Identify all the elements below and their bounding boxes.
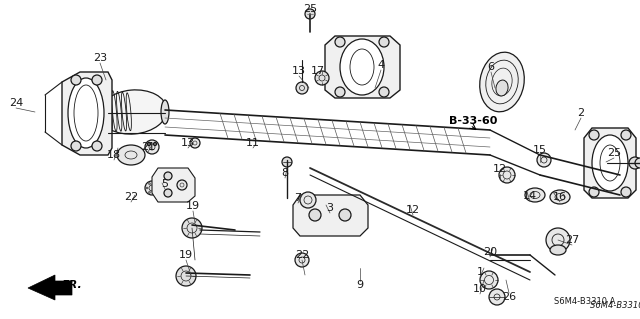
Circle shape — [589, 130, 599, 140]
Circle shape — [339, 209, 351, 221]
Circle shape — [148, 183, 150, 185]
Circle shape — [489, 289, 505, 305]
Circle shape — [146, 187, 148, 189]
Text: 12: 12 — [406, 205, 420, 215]
Circle shape — [282, 157, 292, 167]
Circle shape — [335, 37, 345, 47]
Text: 10: 10 — [473, 284, 487, 294]
Text: 26: 26 — [502, 292, 516, 302]
Ellipse shape — [550, 245, 566, 255]
Circle shape — [177, 180, 187, 190]
Ellipse shape — [480, 52, 524, 112]
Ellipse shape — [592, 135, 628, 191]
Circle shape — [379, 37, 389, 47]
Text: 22: 22 — [295, 250, 309, 260]
Text: 20: 20 — [483, 247, 497, 257]
Circle shape — [92, 141, 102, 151]
Text: 7: 7 — [294, 193, 301, 203]
Circle shape — [71, 75, 81, 85]
Text: 11: 11 — [246, 138, 260, 148]
Text: 18: 18 — [107, 150, 121, 160]
Polygon shape — [62, 72, 112, 155]
Text: 4: 4 — [378, 60, 385, 70]
Circle shape — [190, 138, 200, 148]
Circle shape — [71, 141, 81, 151]
Ellipse shape — [340, 39, 384, 95]
Ellipse shape — [161, 100, 169, 124]
Text: 9: 9 — [356, 280, 364, 290]
Text: 3: 3 — [326, 203, 333, 213]
Text: 2: 2 — [577, 108, 584, 118]
Circle shape — [546, 228, 570, 252]
Circle shape — [154, 143, 157, 145]
Circle shape — [635, 158, 640, 168]
Text: S6M4-B3310 A: S6M4-B3310 A — [590, 301, 640, 310]
Text: 25: 25 — [607, 148, 621, 158]
Text: 24: 24 — [9, 98, 23, 108]
Ellipse shape — [550, 190, 570, 204]
Text: 12: 12 — [493, 164, 507, 174]
Circle shape — [296, 82, 308, 94]
Circle shape — [300, 192, 316, 208]
Ellipse shape — [96, 98, 104, 122]
Circle shape — [147, 143, 150, 145]
Ellipse shape — [525, 188, 545, 202]
Text: 6: 6 — [488, 62, 495, 72]
Circle shape — [315, 71, 329, 85]
Polygon shape — [584, 128, 636, 198]
Text: 1: 1 — [477, 267, 483, 277]
Circle shape — [295, 253, 309, 267]
Circle shape — [92, 75, 102, 85]
Circle shape — [499, 167, 515, 183]
Text: 15: 15 — [533, 145, 547, 155]
Circle shape — [145, 140, 159, 154]
Circle shape — [305, 9, 315, 19]
Text: 23: 23 — [93, 53, 107, 63]
Text: B-33-60: B-33-60 — [449, 116, 497, 126]
Text: 13: 13 — [292, 66, 306, 76]
Text: 8: 8 — [282, 168, 289, 178]
Text: 22: 22 — [124, 192, 138, 202]
Polygon shape — [152, 168, 195, 202]
Circle shape — [164, 189, 172, 197]
Text: FR.: FR. — [62, 280, 83, 290]
Text: S6M4-B3310 A: S6M4-B3310 A — [554, 298, 616, 307]
Ellipse shape — [68, 78, 104, 148]
Circle shape — [156, 187, 158, 189]
Polygon shape — [28, 275, 72, 300]
Circle shape — [335, 87, 345, 97]
Text: 14: 14 — [523, 191, 537, 201]
Circle shape — [164, 172, 172, 180]
Circle shape — [154, 183, 156, 185]
Ellipse shape — [117, 145, 145, 165]
Text: 21: 21 — [141, 142, 155, 152]
Text: 25: 25 — [303, 4, 317, 14]
Text: 13: 13 — [181, 138, 195, 148]
Text: 27: 27 — [565, 235, 579, 245]
Polygon shape — [325, 36, 400, 98]
Text: 17: 17 — [311, 66, 325, 76]
Circle shape — [621, 187, 631, 197]
Circle shape — [621, 130, 631, 140]
Circle shape — [148, 191, 150, 193]
Circle shape — [589, 187, 599, 197]
Ellipse shape — [496, 80, 508, 96]
Circle shape — [537, 153, 551, 167]
Text: 19: 19 — [179, 250, 193, 260]
Circle shape — [182, 218, 202, 238]
Circle shape — [176, 266, 196, 286]
Circle shape — [379, 87, 389, 97]
Circle shape — [480, 271, 498, 289]
Text: 5: 5 — [161, 179, 168, 189]
Text: 19: 19 — [186, 201, 200, 211]
Circle shape — [629, 157, 640, 169]
Circle shape — [145, 181, 159, 195]
Text: 16: 16 — [553, 192, 567, 202]
Circle shape — [309, 209, 321, 221]
Polygon shape — [293, 195, 368, 236]
Circle shape — [154, 191, 156, 193]
Ellipse shape — [99, 90, 167, 134]
